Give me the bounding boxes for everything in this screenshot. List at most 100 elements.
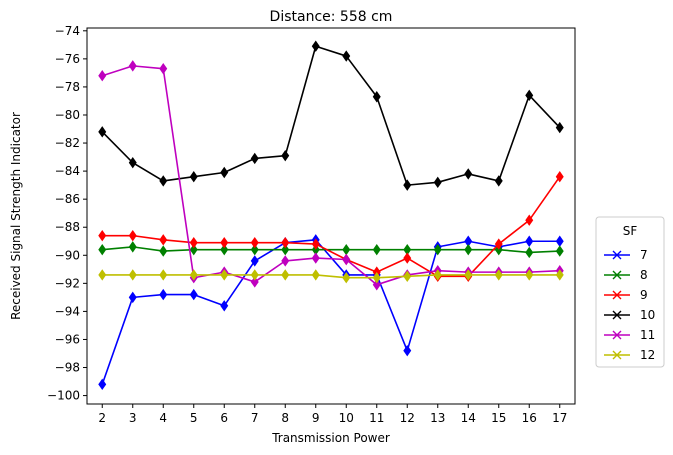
series-12-point	[403, 270, 412, 283]
series-8-point	[403, 243, 412, 256]
series-8-point	[433, 243, 442, 256]
series-9-point	[494, 238, 503, 250]
legend-label: 8	[640, 268, 648, 282]
series-9-line	[102, 176, 561, 278]
series-7-point	[220, 300, 229, 312]
legend-swatch-marker	[612, 310, 622, 320]
series-12-point	[342, 272, 351, 284]
legend-title: SF	[623, 224, 638, 238]
legend-swatch-marker	[612, 270, 622, 280]
y-tick-label: −74	[55, 24, 80, 38]
x-tick-label: 6	[220, 411, 228, 425]
series-8-point	[98, 243, 107, 256]
y-tick-label: −76	[55, 52, 80, 66]
series-9-point	[159, 234, 168, 246]
legend-item-9: 9	[604, 288, 648, 302]
series-9-point	[281, 236, 290, 249]
series-12-point	[464, 269, 473, 281]
series-9-point	[189, 236, 198, 249]
series-10-point	[555, 121, 564, 134]
x-tick-label: 16	[522, 411, 537, 425]
series-10-point	[525, 89, 534, 102]
legend-swatch-marker	[612, 330, 622, 340]
legend-item-8: 8	[604, 268, 648, 282]
x-tick-label: 7	[251, 411, 259, 425]
legend-label: 10	[640, 308, 655, 322]
legend-item-7: 7	[604, 248, 648, 262]
series-10-line	[101, 45, 561, 186]
legend-box	[595, 216, 665, 368]
series-8-line	[102, 246, 560, 254]
legend-label: 7	[640, 248, 648, 262]
y-tick-label: −96	[55, 332, 80, 346]
series-10-point	[403, 179, 412, 191]
x-tick-label: 3	[129, 411, 137, 425]
series-9-point	[403, 252, 412, 264]
legend-swatch-marker	[612, 250, 622, 260]
y-tick-label: −90	[55, 248, 80, 262]
series-9-point	[311, 238, 320, 250]
legend-label: 12	[640, 348, 655, 362]
x-tick-label: 4	[159, 411, 167, 425]
series-9-point	[555, 171, 564, 183]
y-axis-label: Received Signal Strength Indicator	[9, 112, 23, 320]
series-12-point	[281, 269, 290, 281]
plot-frame	[86, 27, 576, 405]
series-12-point	[128, 269, 137, 281]
series-11-point	[98, 70, 107, 82]
axes: 2 3 4 5 6 7 8 9 10 11 12 13 14 15 16 17 −100 −98 −96 −94 −92…	[47, 24, 576, 425]
legend-item-11: 11	[604, 328, 655, 342]
series-9-point	[220, 236, 229, 249]
series-10-point	[372, 91, 381, 103]
series-12-point	[555, 269, 564, 281]
legend-swatch-marker	[612, 350, 622, 360]
series-12-line	[102, 274, 560, 279]
series-8-point	[342, 243, 351, 256]
y-tick-label: −88	[55, 220, 80, 234]
series-8	[98, 241, 564, 259]
series-7-point	[464, 235, 473, 247]
x-tick-label: 17	[552, 411, 567, 425]
legend-item-12: 12	[604, 348, 655, 362]
series-12-point	[525, 269, 534, 281]
y-tick-label: −84	[55, 164, 80, 178]
series-10-point	[250, 152, 259, 165]
series-12-point	[189, 269, 198, 281]
x-tick-label: 2	[98, 411, 106, 425]
legend: SF 7 8 9 10 11 12	[595, 216, 665, 368]
series-11-point	[281, 255, 290, 267]
series-8-point	[372, 243, 381, 256]
series-7-point	[525, 235, 534, 247]
series-12-point	[433, 269, 442, 281]
series-8-point	[464, 243, 473, 256]
legend-label: 9	[640, 288, 648, 302]
series-7-point	[128, 291, 137, 304]
x-tick-label: 13	[430, 411, 445, 425]
x-tick-label: 14	[461, 411, 476, 425]
series-12-point	[494, 269, 503, 281]
legend-swatch-marker	[612, 290, 622, 300]
y-tick-label: −92	[55, 276, 80, 290]
legend-label: 11	[640, 328, 655, 342]
x-tick-label: 11	[369, 411, 384, 425]
series-12-point	[98, 269, 107, 281]
series-7-point	[189, 288, 198, 301]
plot-area	[98, 40, 564, 391]
series-12	[98, 269, 564, 284]
series-9-point	[250, 236, 259, 249]
series-10-point	[464, 168, 473, 180]
series-11-point	[311, 252, 320, 264]
series-9-point	[128, 229, 137, 242]
y-tick-label: −94	[55, 304, 80, 318]
series-12-point	[220, 269, 229, 281]
series-7-point	[403, 344, 412, 357]
y-tick-label: −82	[55, 136, 80, 150]
y-tick-label: −98	[55, 361, 80, 375]
series-9	[98, 171, 564, 283]
series-7-point	[555, 235, 564, 247]
series-10-point	[281, 149, 290, 162]
series-10	[98, 40, 564, 191]
chart-title: Distance: 558 cm	[270, 9, 393, 25]
